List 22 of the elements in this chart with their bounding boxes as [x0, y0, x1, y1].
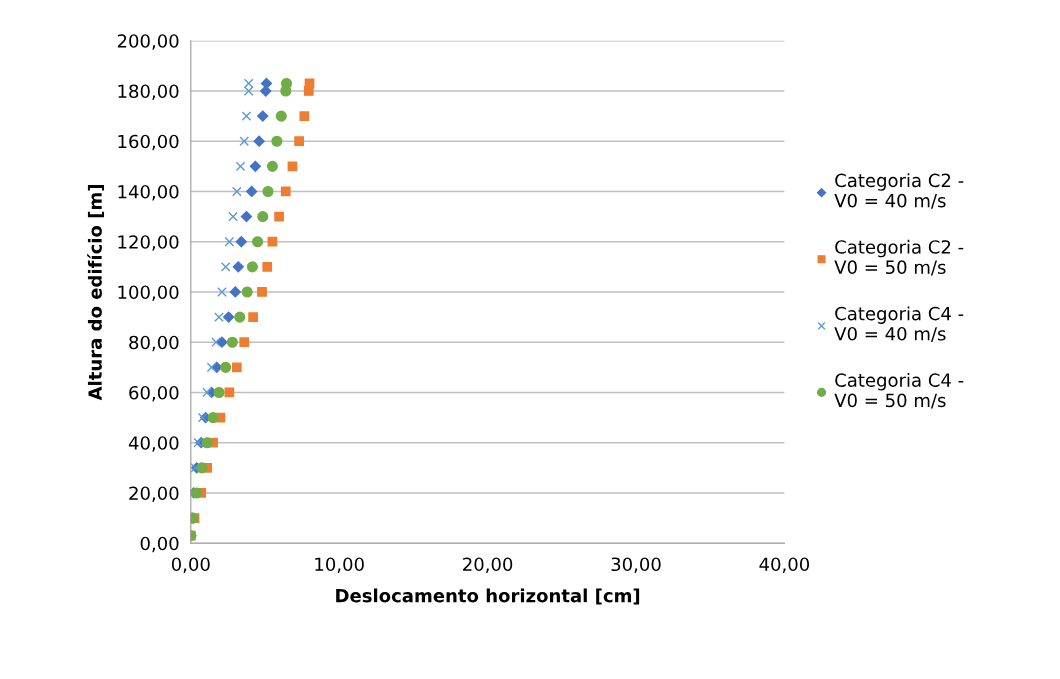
legend-label: Categoria C4 - V0 = 40 m/s [834, 306, 964, 343]
y-tick-label: 40,00 [128, 436, 179, 452]
legend-label: Categoria C4 - V0 = 50 m/s [834, 373, 964, 409]
y-tick-label: 100,00 [118, 285, 179, 301]
legend-label: Categoria C2 - V0 = 40 m/s [834, 173, 964, 209]
y-axis-title: Altura do edifício [m] [87, 185, 105, 401]
y-tick-label: 60,00 [129, 385, 179, 402]
y-tick-label: 180,00 [118, 84, 179, 100]
x-tick-label: 10,00 [315, 557, 364, 573]
y-tick-label: 20,00 [129, 486, 179, 502]
y-tick-label: 140,00 [118, 184, 179, 201]
x-axis-title: Deslocamento horizontal [cm] [336, 588, 640, 605]
x-tick-label: 30,00 [611, 557, 661, 573]
x-tick-label: 20,00 [463, 557, 513, 573]
x-tick-label: 0,00 [171, 557, 210, 573]
y-tick-label: 120,00 [118, 235, 179, 251]
y-tick-label: 80,00 [129, 335, 179, 352]
y-tick-label: 200,00 [117, 34, 179, 50]
y-tick-label: 0,00 [140, 536, 179, 553]
x-tick-label: 40,00 [759, 557, 810, 573]
legend-label: Categoria C2 - V0 = 50 m/s [834, 239, 964, 276]
y-tick-label: 160,00 [118, 134, 179, 151]
